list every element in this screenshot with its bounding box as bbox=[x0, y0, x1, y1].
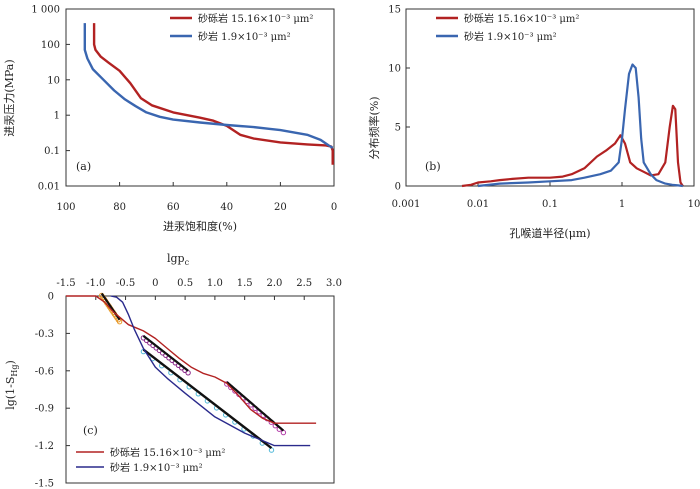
panel-b-series-line-1 bbox=[461, 104, 684, 188]
panel-c-xtick-label: -1.0 bbox=[86, 278, 105, 289]
panel-c-fit-marker bbox=[280, 429, 287, 436]
panel-c-xlabel: lgpc bbox=[167, 252, 190, 267]
panel-c-legend-label-1: 砂砾岩 15.16×10⁻³ μm² bbox=[110, 446, 225, 459]
panel-b-xtick-label: 0.01 bbox=[467, 199, 489, 210]
panel-c-fit-line-3 bbox=[142, 348, 273, 450]
panel-a-ylabel: 进汞压力(MPa) bbox=[3, 59, 16, 136]
panel-c-ytick-label: -0.9 bbox=[35, 404, 54, 415]
panel-c-xtick-label: 1.5 bbox=[237, 278, 253, 289]
panel-c-xtick-label: 0.5 bbox=[177, 278, 193, 289]
panel-c-label: (c) bbox=[83, 424, 98, 437]
panel-c-xtick-label: 0 bbox=[152, 278, 158, 289]
panel-c-xtick-label: 3.0 bbox=[326, 278, 342, 289]
panel-a-legend-label-1: 砂砾岩 15.16×10⁻³ μm² bbox=[198, 12, 313, 25]
panel-a-xtick-label: 40 bbox=[220, 202, 233, 213]
panel-c-xtick-label: 2.5 bbox=[296, 278, 312, 289]
panel-a-legend-label-2: 砂岩 1.9×10⁻³ μm² bbox=[198, 30, 291, 43]
panel-c-fractal-plot: -1.5 -1.0 -0.5 0 0.5 1.0 1.5 2.0 2.5 3.0 0 -0.3 -0.6… bbox=[4, 252, 342, 489]
panel-b-label: (b) bbox=[425, 160, 441, 173]
panel-a-xlabel: 进汞饱和度(%) bbox=[163, 219, 237, 233]
panel-a-frame bbox=[65, 8, 335, 187]
panel-b-ylabel: 分布频率(%) bbox=[367, 96, 381, 159]
panel-b-xtick-label: 0.001 bbox=[392, 199, 421, 210]
panel-b-legend: 砂砾岩 15.16×10⁻³ μm² 砂岩 1.9×10⁻³ μm² bbox=[436, 12, 579, 43]
panel-a-ytick-label: 1 bbox=[54, 111, 60, 122]
panel-c-ylabel-sub: Hg bbox=[10, 365, 19, 377]
panel-c-xtick-label: 2.0 bbox=[266, 278, 282, 289]
panel-c-ytick-label: -0.6 bbox=[35, 366, 54, 377]
panel-b-series bbox=[461, 63, 684, 188]
panel-c-xtick-label: -1.5 bbox=[56, 278, 75, 289]
panel-c-fit-line-2 bbox=[142, 335, 189, 372]
panel-a-xtick-label: 60 bbox=[167, 202, 180, 213]
panel-b-xtick-label: 0.1 bbox=[542, 199, 558, 210]
panel-a-ytick-label: 0.01 bbox=[38, 182, 60, 193]
panel-b-ytick-label: 5 bbox=[395, 123, 401, 134]
panel-c-series bbox=[66, 295, 317, 447]
panel-a-label: (a) bbox=[76, 160, 91, 173]
panel-b-legend-label-1: 砂砾岩 15.16×10⁻³ μm² bbox=[464, 12, 579, 25]
panel-c-ytick-label: 0 bbox=[48, 292, 54, 303]
panel-a-capillary-pressure: 100 80 60 40 20 0 0.01 0.1 1 10 100 1 000 (a) 进汞饱和度… bbox=[3, 5, 337, 234]
panel-a-ytick-label: 10 bbox=[47, 75, 60, 86]
panel-c-xlabel-main: lgp bbox=[167, 252, 185, 265]
panel-c-xlabel-sub: c bbox=[185, 258, 190, 267]
panel-b-ytick-label: 0 bbox=[395, 182, 401, 193]
panel-b-xtick-label: 1 bbox=[619, 199, 625, 210]
panel-b-ytick-label: 10 bbox=[388, 64, 401, 75]
panel-a-xtick-label: 80 bbox=[113, 202, 126, 213]
panel-a-ytick-label: 1 000 bbox=[31, 5, 60, 16]
panel-b-xlabel: 孔喉道半径(μm) bbox=[509, 226, 590, 240]
panel-c-ytick-label: -1.5 bbox=[35, 479, 54, 489]
panel-a-xtick-label: 20 bbox=[274, 202, 287, 213]
panel-c-frame bbox=[65, 295, 335, 484]
panel-c-legend-label-2: 砂岩 1.9×10⁻³ μm² bbox=[110, 461, 203, 474]
panel-c-ticks: -1.5 -1.0 -0.5 0 0.5 1.0 1.5 2.0 2.5 3.0 0 -0.3 -0.6… bbox=[35, 278, 342, 489]
panel-c-ylabel-tail: ) bbox=[4, 360, 17, 364]
panel-c-xtick-label: 1.0 bbox=[207, 278, 223, 289]
panel-c-xtick-label: -0.5 bbox=[116, 278, 135, 289]
panel-a-series bbox=[83, 23, 334, 165]
panel-c-legend: 砂砾岩 15.16×10⁻³ μm² 砂岩 1.9×10⁻³ μm² bbox=[76, 446, 225, 474]
panel-c-fit-segments bbox=[99, 292, 287, 453]
panel-c-ytick-label: -0.3 bbox=[35, 329, 54, 340]
panel-c-series-line-1 bbox=[66, 295, 317, 424]
panel-c-ylabel-main: lg(1-S bbox=[4, 377, 17, 410]
panel-a-series-line-2 bbox=[83, 23, 334, 149]
panel-a-xtick-label: 100 bbox=[56, 202, 75, 213]
panel-a-series-line-1 bbox=[92, 23, 334, 165]
panel-b-pore-distribution: 0.001 0.01 0.1 1 10 0 5 10 15 (b) 孔喉道半径(μm) 分布频率… bbox=[367, 5, 700, 241]
panel-a-xtick-label: 0 bbox=[331, 202, 337, 213]
panel-c-series-line-2 bbox=[110, 295, 311, 447]
panel-c-ylabel: lg(1-SHg) bbox=[4, 360, 19, 410]
panel-a-ytick-label: 0.1 bbox=[44, 146, 60, 157]
panel-c-fit-marker bbox=[268, 447, 275, 453]
panel-a-ticks: 100 80 60 40 20 0 0.01 0.1 1 10 100 1 000 bbox=[31, 5, 337, 214]
panel-c-fit-marker bbox=[185, 370, 191, 376]
panel-b-ticks: 0.001 0.01 0.1 1 10 0 5 10 15 bbox=[388, 5, 700, 211]
panel-a-ytick-label: 100 bbox=[41, 40, 60, 51]
panel-c-ytick-label: -1.2 bbox=[35, 441, 54, 452]
panel-a-legend: 砂砾岩 15.16×10⁻³ μm² 砂岩 1.9×10⁻³ μm² bbox=[170, 12, 313, 43]
panel-b-ytick-label: 15 bbox=[388, 5, 401, 16]
panel-b-legend-label-2: 砂岩 1.9×10⁻³ μm² bbox=[464, 30, 557, 43]
panel-b-series-line-2 bbox=[477, 63, 683, 188]
panel-b-xtick-label: 10 bbox=[688, 199, 700, 210]
